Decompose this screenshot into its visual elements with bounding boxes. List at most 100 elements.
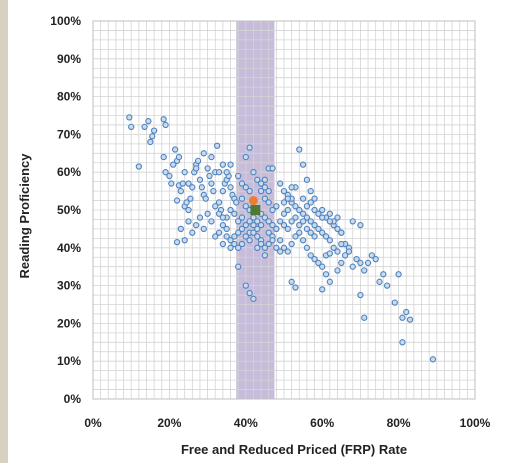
data-point [246,187,253,195]
data-point [261,176,269,183]
data-point [147,138,154,146]
y-axis-title: Reading Proficiency [17,153,32,279]
data-point [322,233,330,240]
data-point [399,339,406,346]
data-point [194,157,202,165]
data-point [257,221,265,229]
data-point [204,210,211,217]
data-point [311,221,318,229]
data-point [192,165,200,172]
data-point [235,229,242,236]
data-point [254,225,261,233]
data-point [242,282,249,289]
data-point [238,195,246,202]
x-tick-label: 80% [387,416,411,430]
data-point [219,221,227,229]
scatter-chart: 0% 20% 40% 60% 80% 100% 0% 10% 20% 30% 40% 50% 60% 7… [17,14,491,457]
data-point [338,259,345,267]
data-point [319,206,326,214]
y-tick-label: 90% [57,52,81,66]
data-point [192,221,200,229]
data-point [141,123,148,130]
data-point [185,180,192,187]
data-point [280,244,288,251]
data-point [322,271,330,278]
data-point [160,153,167,161]
data-point [303,244,311,251]
data-point [269,237,276,244]
x-tick-label: 0% [84,416,102,430]
x-tick-label: 100% [460,416,491,430]
data-point [288,278,295,285]
data-point [261,214,269,221]
data-point [326,218,333,225]
data-point [284,195,291,202]
data-point [357,221,364,229]
data-point [277,248,284,255]
data-point [250,295,257,302]
data-point [233,199,240,206]
data-point [231,240,238,248]
data-point [219,161,227,168]
data-point [273,244,280,251]
data-point [269,221,276,229]
data-point [265,229,272,236]
data-point [162,169,169,176]
data-point [284,206,291,214]
data-point [215,169,223,176]
data-point [231,210,238,217]
data-point [223,233,230,240]
data-point [311,255,318,263]
data-point [288,240,295,248]
data-point [303,176,311,183]
data-point [261,184,269,191]
data-point [261,195,269,202]
data-point [265,240,272,248]
data-point [357,259,364,267]
data-point [206,172,213,180]
data-point [315,210,322,217]
data-point [341,252,349,259]
data-point [227,184,234,191]
data-point [145,118,152,125]
data-point [303,214,311,221]
data-point [219,240,227,248]
x-tick-label: 40% [234,416,258,430]
data-point [202,195,209,202]
data-point [246,144,253,151]
data-point [250,221,257,229]
data-point [196,176,204,183]
data-point [280,199,288,206]
data-point [273,203,280,210]
data-point [208,153,215,161]
data-point [345,248,353,255]
data-point [227,237,234,244]
data-point [215,199,223,206]
data-point [219,187,227,195]
data-point [160,116,167,123]
data-point [210,187,217,195]
data-point [326,210,333,217]
data-point [326,250,333,257]
data-point [215,229,223,236]
data-point [238,180,246,187]
y-tick-label: 50% [57,203,81,217]
data-point [254,218,261,225]
data-point [242,153,249,161]
data-point [429,356,437,363]
data-point [135,163,142,170]
data-point [299,218,307,225]
data-point [303,225,311,233]
data-point [376,278,383,285]
data-point [227,161,234,168]
data-point [292,214,299,221]
data-point [288,184,295,191]
data-point [126,114,133,121]
data-point [196,214,204,221]
data-point [288,218,295,225]
data-point [399,314,406,321]
data-point [357,291,364,299]
data-point [277,237,284,244]
data-point [173,197,181,204]
data-point [179,180,186,187]
